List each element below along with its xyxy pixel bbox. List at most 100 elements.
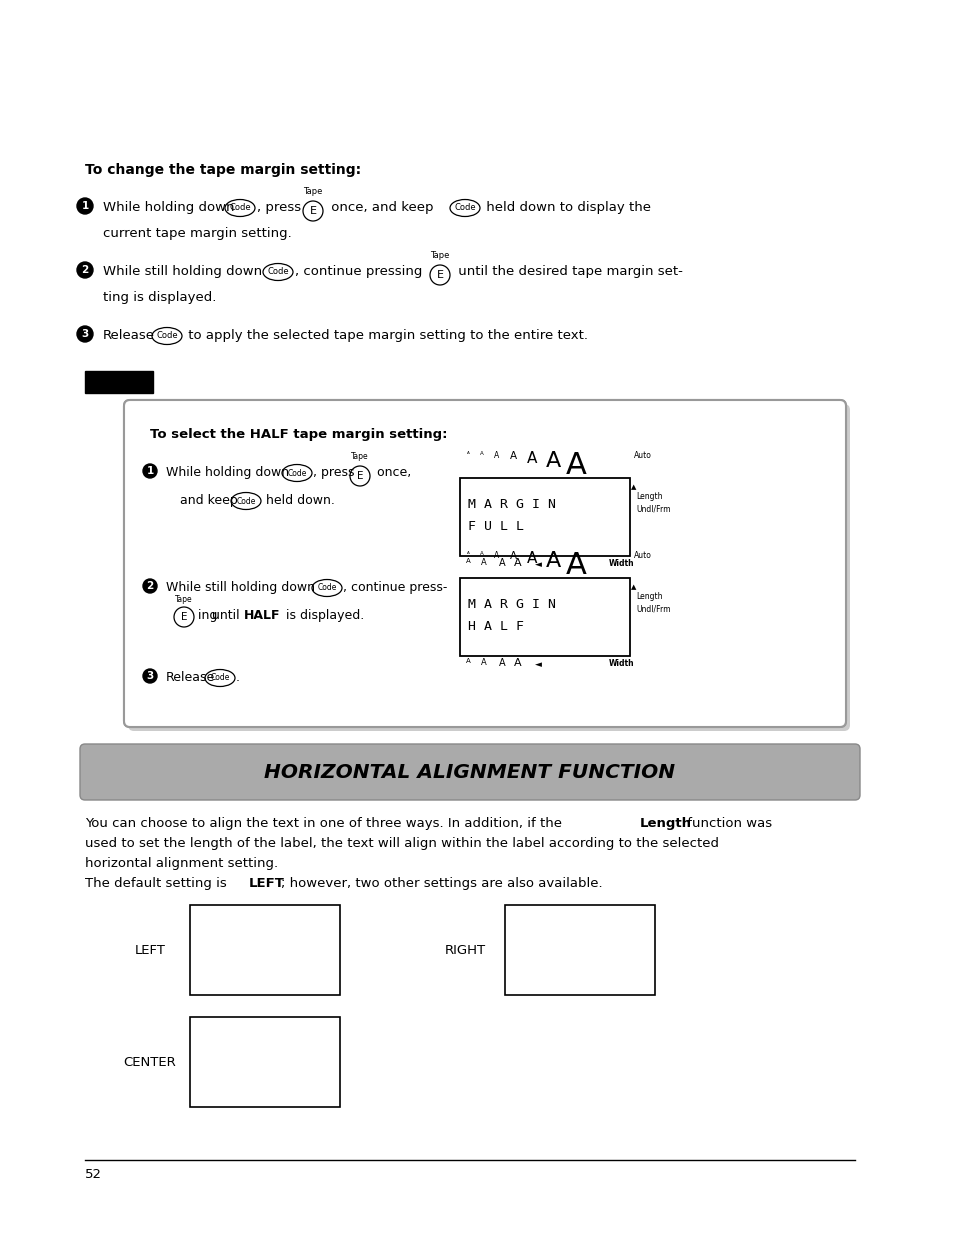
Text: To select the HALF tape margin setting:: To select the HALF tape margin setting:	[150, 429, 447, 441]
Text: M A R G I N: M A R G I N	[468, 498, 556, 511]
Text: A: A	[526, 451, 537, 466]
Text: E: E	[356, 471, 363, 480]
Text: 2: 2	[81, 266, 89, 275]
Text: CDE: CDE	[249, 945, 281, 960]
Text: ing: ing	[198, 609, 221, 622]
Text: held down to display the: held down to display the	[481, 201, 650, 214]
Circle shape	[77, 262, 92, 278]
Text: A: A	[480, 558, 486, 567]
Text: F U L L: F U L L	[468, 520, 523, 534]
Text: and keep: and keep	[180, 494, 237, 508]
Text: H A L F: H A L F	[468, 620, 523, 634]
Text: Code: Code	[267, 268, 289, 277]
Text: A: A	[514, 658, 521, 668]
Text: AB: AB	[569, 920, 590, 935]
Bar	[459, 478, 629, 556]
Bar	[190, 905, 339, 995]
Text: once,: once,	[373, 466, 411, 479]
Text: A: A	[509, 551, 516, 561]
Text: A: A	[466, 551, 469, 555]
Text: CENTER: CENTER	[124, 1056, 176, 1068]
Text: Release: Release	[166, 671, 215, 684]
Text: to apply the selected tape margin setting to the entire text.: to apply the selected tape margin settin…	[184, 329, 587, 342]
Text: A: A	[494, 551, 499, 559]
Circle shape	[77, 326, 92, 342]
Bar	[504, 905, 655, 995]
Text: 3: 3	[146, 671, 153, 680]
Text: Tape: Tape	[351, 452, 369, 461]
Text: AB: AB	[254, 1032, 275, 1047]
Text: Code: Code	[229, 204, 251, 212]
Text: Length: Length	[639, 818, 691, 830]
Text: A: A	[494, 451, 499, 459]
Text: 1: 1	[81, 201, 89, 211]
Text: ◄: ◄	[534, 659, 541, 669]
Text: once, and keep: once, and keep	[327, 201, 433, 214]
Circle shape	[143, 579, 157, 593]
Text: FG: FG	[254, 1082, 275, 1097]
Circle shape	[143, 464, 157, 478]
Text: current tape margin setting.: current tape margin setting.	[103, 227, 292, 240]
Text: FG: FG	[569, 969, 590, 986]
Text: ting is displayed.: ting is displayed.	[103, 291, 216, 304]
Circle shape	[77, 198, 92, 214]
Text: 3: 3	[81, 329, 89, 338]
Text: .: .	[235, 671, 240, 684]
Text: Release: Release	[103, 329, 154, 342]
Text: A: A	[545, 451, 560, 471]
Text: until: until	[212, 609, 243, 622]
Text: A: A	[479, 451, 483, 456]
FancyBboxPatch shape	[124, 400, 845, 727]
Text: E: E	[309, 206, 316, 216]
Text: is displayed.: is displayed.	[282, 609, 364, 622]
Text: FG: FG	[254, 969, 275, 986]
Bar	[459, 578, 629, 656]
Text: A: A	[498, 558, 505, 568]
Text: used to set the length of the label, the text will align within the label accord: used to set the length of the label, the…	[85, 837, 719, 850]
Text: A: A	[509, 451, 516, 461]
Text: M A R G I N: M A R G I N	[468, 598, 556, 611]
Text: E: E	[180, 613, 187, 622]
Text: HORIZONTAL ALIGNMENT FUNCTION: HORIZONTAL ALIGNMENT FUNCTION	[264, 762, 675, 782]
Text: AB: AB	[254, 920, 275, 935]
FancyBboxPatch shape	[80, 743, 859, 800]
Text: A: A	[545, 551, 560, 571]
Text: A: A	[466, 451, 469, 454]
Text: 2: 2	[146, 580, 153, 592]
Text: LEFT: LEFT	[249, 877, 285, 890]
Text: A: A	[479, 551, 483, 556]
Text: A: A	[465, 658, 470, 664]
Text: 52: 52	[85, 1168, 102, 1181]
Text: Code: Code	[317, 583, 336, 593]
Text: Length: Length	[636, 592, 661, 601]
Text: CDE: CDE	[563, 945, 596, 960]
Text: RIGHT: RIGHT	[444, 944, 485, 956]
Text: ▲: ▲	[630, 584, 636, 590]
Text: A: A	[480, 658, 486, 667]
Text: CDE: CDE	[249, 1057, 281, 1072]
Text: Code: Code	[156, 331, 177, 341]
Text: A: A	[526, 551, 537, 566]
Text: Undl/Frm: Undl/Frm	[636, 504, 670, 513]
Text: To change the tape margin setting:: To change the tape margin setting:	[85, 163, 361, 177]
Text: While still holding down: While still holding down	[166, 580, 314, 594]
Text: Width: Width	[609, 659, 634, 668]
FancyBboxPatch shape	[85, 370, 152, 393]
Text: A: A	[514, 558, 521, 568]
FancyBboxPatch shape	[128, 404, 849, 731]
Text: ▲: ▲	[630, 484, 636, 490]
Bar	[190, 1016, 339, 1107]
Text: E: E	[436, 270, 443, 280]
Text: Code: Code	[210, 673, 230, 683]
Text: Auto: Auto	[634, 552, 651, 561]
Text: Code: Code	[236, 496, 255, 505]
Text: While holding down: While holding down	[166, 466, 289, 479]
Text: Code: Code	[287, 468, 306, 478]
Text: Code: Code	[454, 204, 476, 212]
Text: A: A	[565, 451, 586, 480]
Text: , press: , press	[256, 201, 301, 214]
Text: , continue press-: , continue press-	[343, 580, 447, 594]
Text: Auto: Auto	[634, 452, 651, 461]
Text: held down.: held down.	[262, 494, 335, 508]
FancyBboxPatch shape	[124, 400, 845, 727]
